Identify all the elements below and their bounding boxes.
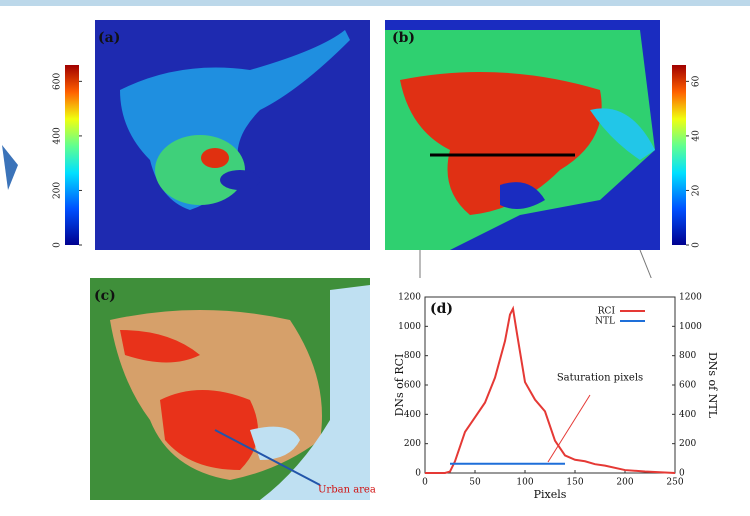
colorbar-a — [65, 65, 79, 245]
annotation: Urban area — [318, 485, 376, 496]
top-border — [0, 0, 750, 6]
y-tick-label: 1000 — [398, 322, 421, 332]
colorbar-tick-label: 0 — [53, 242, 63, 248]
y-tick-label: 1200 — [398, 293, 421, 303]
colorbar-tick-label: 60 — [692, 75, 702, 87]
y-axis-label: DNs of RCI — [393, 354, 406, 417]
y-tick-label: 600 — [404, 381, 421, 391]
colorbar-tick-label: 40 — [692, 130, 702, 142]
y-tick-label: 400 — [404, 410, 421, 420]
y2-tick-label: 1200 — [679, 293, 702, 303]
colorbar-tick-label: 600 — [53, 73, 63, 90]
x-tick-label: 250 — [666, 478, 683, 488]
x-tick-label: 200 — [616, 478, 633, 488]
x-tick-label: 150 — [566, 478, 583, 488]
side-arrow — [2, 145, 18, 190]
panel-label: (c) — [94, 288, 116, 304]
y-tick-label: 200 — [404, 439, 421, 449]
y2-tick-label: 400 — [679, 410, 696, 420]
y2-tick-label: 0 — [679, 469, 685, 479]
map-b — [385, 20, 660, 250]
connector — [640, 250, 652, 280]
panel-label: (b) — [392, 30, 415, 46]
y2-tick-label: 800 — [679, 351, 696, 361]
colorbar-tick-label: 400 — [53, 127, 63, 144]
panel-label: (d) — [430, 301, 453, 317]
y-tick-label: 0 — [415, 469, 421, 479]
legend-label: RCI — [598, 307, 616, 317]
map-a — [95, 20, 370, 250]
panel-label: (a) — [98, 30, 120, 46]
y2-tick-label: 1000 — [679, 322, 702, 332]
colorbar-tick-label: 20 — [692, 184, 702, 196]
legend-label: NTL — [595, 317, 615, 327]
colorbar-b — [672, 65, 686, 245]
y2-axis-label: DNs of NTL — [706, 352, 719, 419]
y2-tick-label: 600 — [679, 381, 696, 391]
colorbar-tick-label: 200 — [53, 182, 63, 199]
page: {"panels": { "a": {"label": "(a)", "colo… — [0, 0, 750, 516]
figure: (a) (b) (c) Urban area 0 200 400 600 0 20 40 60 (d) 0… — [0, 0, 750, 516]
x-tick-label: 0 — [422, 478, 428, 488]
y2-tick-label: 200 — [679, 439, 696, 449]
x-tick-label: 50 — [469, 478, 481, 488]
colorbar-tick-label: 0 — [692, 242, 702, 248]
x-axis-label: Pixels — [534, 488, 567, 501]
annotation: Saturation pixels — [557, 373, 643, 384]
map-c — [90, 278, 370, 500]
x-tick-label: 100 — [516, 478, 533, 488]
y-tick-label: 800 — [404, 351, 421, 361]
